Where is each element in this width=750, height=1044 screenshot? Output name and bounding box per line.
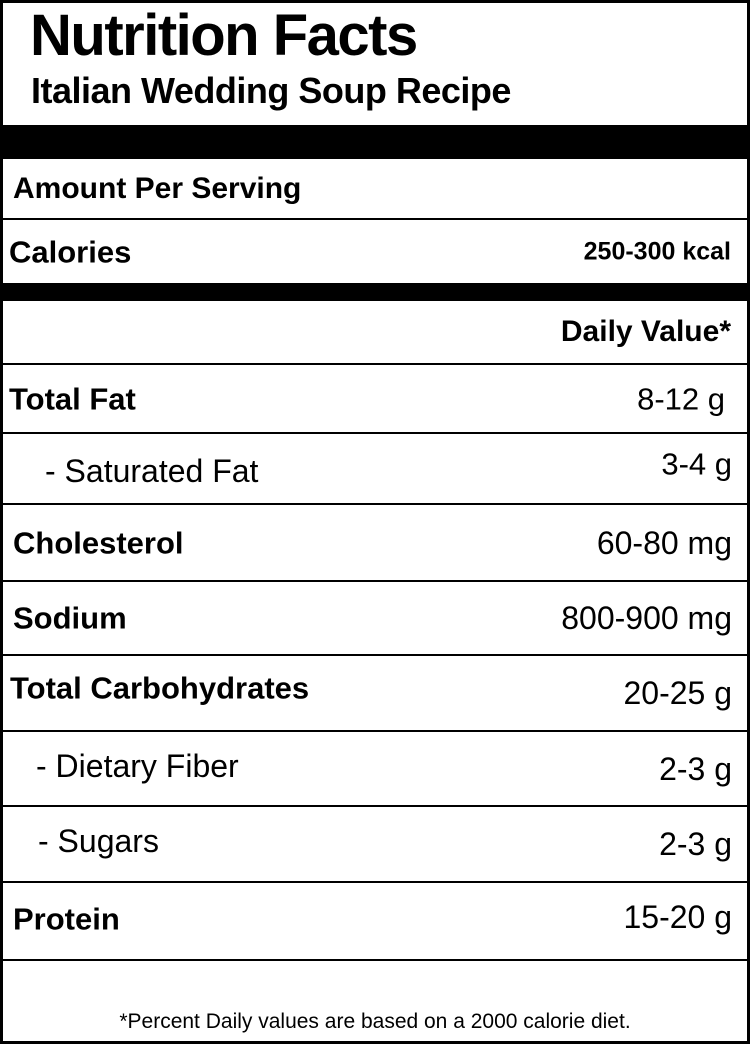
nutrient-name: - Dietary Fiber (36, 747, 239, 784)
nutrient-name: Cholesterol (13, 525, 184, 560)
divider (3, 959, 747, 961)
nutrient-value: 8-12 g (637, 381, 725, 416)
daily-value-header: Daily Value* (560, 315, 731, 348)
label-title: Nutrition Facts (30, 3, 418, 68)
divider (3, 805, 747, 807)
nutrient-value: 60-80 mg (596, 524, 732, 561)
amount-per-serving-label: Amount Per Serving (13, 171, 302, 205)
nutrient-name: Protein (13, 901, 120, 937)
daily-value-header-row: Daily Value* (3, 301, 747, 363)
divider (3, 654, 747, 656)
divider (3, 218, 747, 220)
nutrient-name: Total Fat (9, 381, 136, 416)
calories-row: Calories 250-300 kcal (3, 220, 747, 283)
nutrient-name: - Saturated Fat (45, 452, 259, 489)
recipe-name: Italian Wedding Soup Recipe (31, 70, 511, 111)
nutrient-name: Sodium (13, 600, 127, 636)
thick-divider-top (3, 125, 747, 159)
nutrient-row-dietary-fiber: - Dietary Fiber 2-3 g (3, 732, 747, 805)
nutrient-row-sodium: Sodium 800-900 mg (3, 582, 747, 654)
calories-value: 250-300 kcal (583, 237, 731, 265)
nutrient-row-sugars: - Sugars 2-3 g (3, 807, 747, 881)
divider (3, 363, 747, 365)
divider (3, 432, 747, 434)
divider (3, 580, 747, 582)
nutrient-value: 2-3 g (659, 826, 732, 862)
nutrient-row-total-carbohydrates: Total Carbohydrates 20-25 g (3, 656, 747, 730)
nutrient-name: Total Carbohydrates (10, 670, 310, 706)
divider (3, 503, 747, 505)
nutrient-row-cholesterol: Cholesterol 60-80 mg (3, 505, 747, 580)
divider (3, 730, 747, 732)
nutrient-row-saturated-fat: - Saturated Fat 3-4 g (3, 434, 747, 503)
nutrient-value: 2-3 g (659, 750, 732, 787)
divider (3, 881, 747, 883)
daily-value-footnote: *Percent Daily values are based on a 200… (119, 1010, 631, 1033)
nutrient-value: 800-900 mg (561, 600, 732, 636)
nutrient-row-protein: Protein 15-20 g (3, 883, 747, 959)
amount-per-serving-row: Amount Per Serving (3, 159, 747, 218)
nutrient-value: 15-20 g (623, 899, 732, 935)
nutrient-row-total-fat: Total Fat 8-12 g (3, 365, 747, 432)
label-header: Nutrition Facts Italian Wedding Soup Rec… (3, 3, 747, 125)
nutrient-value: 20-25 g (623, 675, 732, 711)
thick-divider-calories (3, 283, 747, 301)
nutrient-value: 3-4 g (661, 446, 732, 481)
calories-label: Calories (9, 234, 132, 269)
nutrient-name: - Sugars (38, 823, 159, 859)
